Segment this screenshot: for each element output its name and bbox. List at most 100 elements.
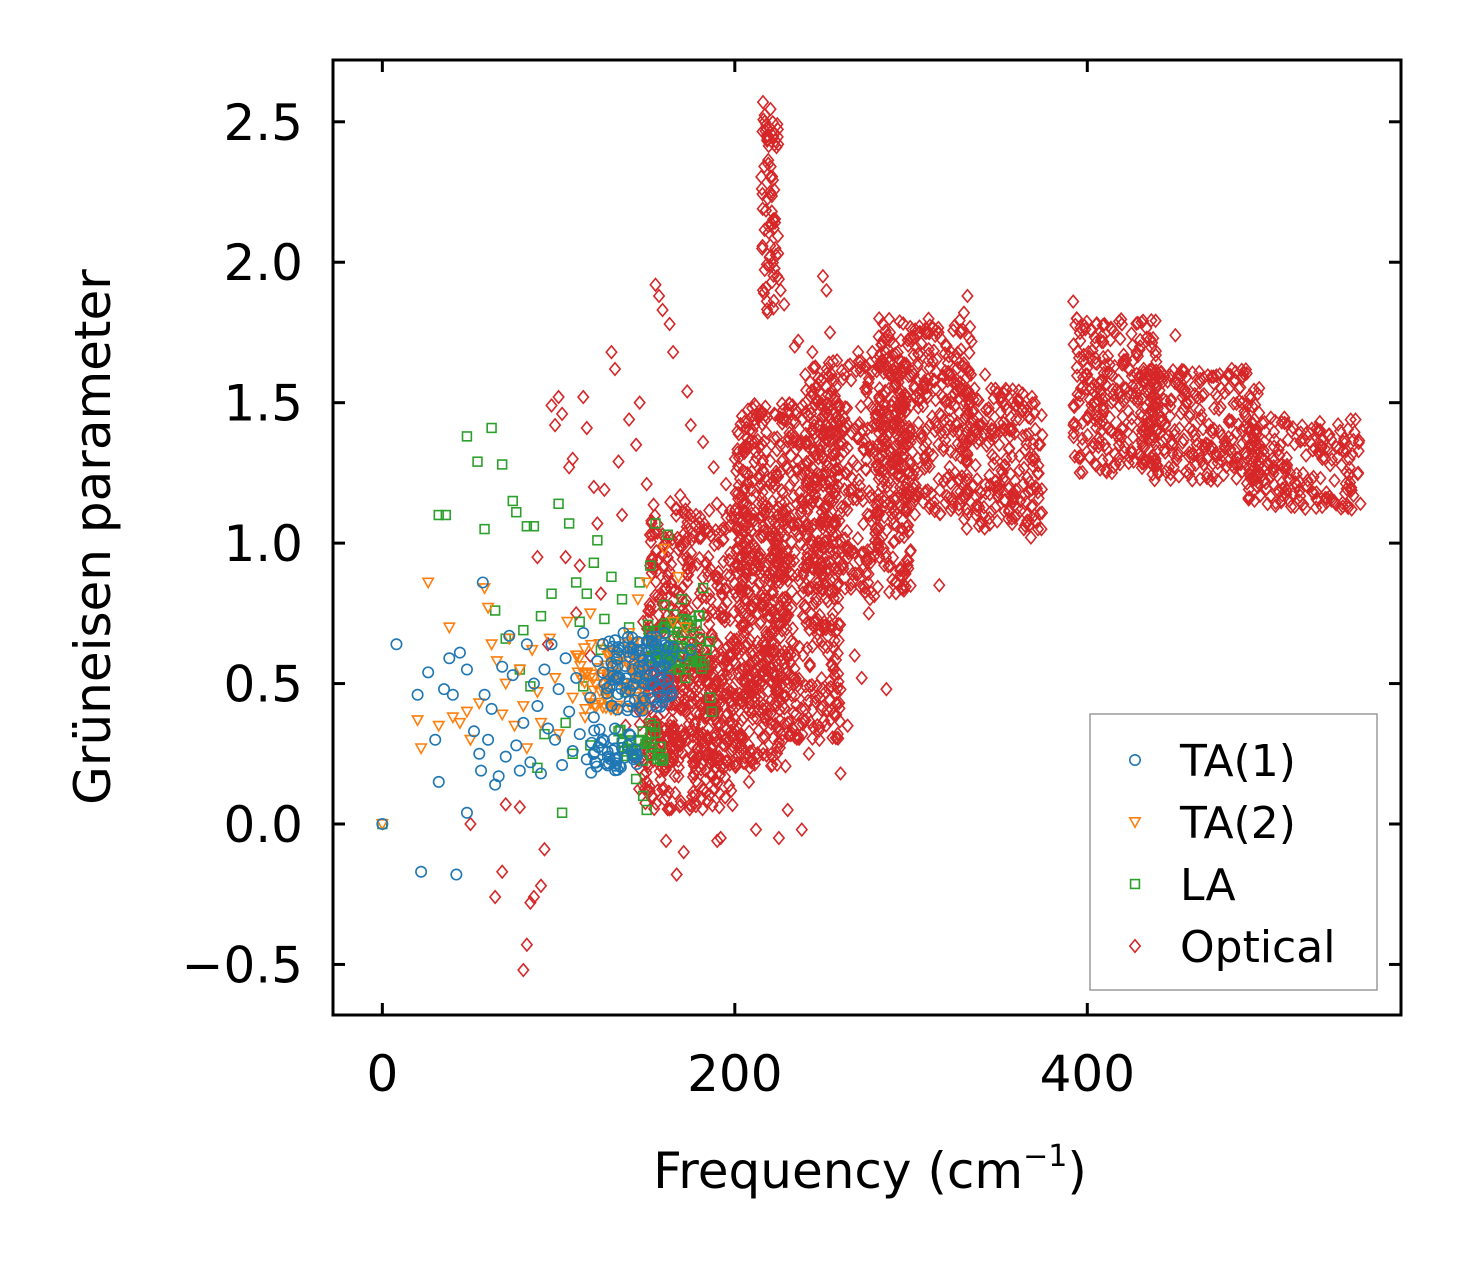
- point-optical: [844, 581, 858, 597]
- point-optical: [1067, 425, 1080, 441]
- point-optical: [949, 447, 963, 463]
- point-la: [694, 610, 705, 622]
- point-ta-1: [580, 753, 593, 766]
- point-optical: [806, 730, 819, 746]
- point-optical: [643, 558, 657, 574]
- point-optical: [893, 314, 906, 329]
- point-optical: [1092, 439, 1105, 455]
- point-optical: [821, 408, 835, 424]
- point-optical: [897, 529, 911, 545]
- point-optical: [760, 424, 773, 440]
- point-optical: [1190, 389, 1203, 405]
- point-ta-1: [633, 649, 646, 662]
- point-la: [701, 644, 712, 656]
- point-optical: [772, 734, 786, 750]
- point-optical: [1193, 364, 1206, 380]
- point-optical: [835, 422, 848, 438]
- point-optical: [821, 400, 834, 416]
- point-optical: [1105, 424, 1118, 440]
- point-optical: [893, 568, 907, 584]
- point-optical: [760, 293, 774, 309]
- point-optical: [1288, 474, 1302, 490]
- point-optical: [683, 710, 697, 726]
- point-optical: [823, 673, 837, 689]
- point-optical: [823, 324, 837, 340]
- point-optical: [718, 737, 731, 753]
- point-optical: [748, 756, 762, 772]
- point-optical: [812, 573, 826, 589]
- point-optical: [995, 394, 1009, 410]
- point-optical: [728, 510, 742, 526]
- point-ta-1: [591, 655, 604, 668]
- point-optical: [1018, 399, 1031, 415]
- point-optical: [1008, 489, 1022, 505]
- point-optical: [797, 565, 810, 581]
- point-optical: [947, 322, 960, 338]
- point-optical: [800, 504, 814, 520]
- point-optical: [692, 530, 706, 546]
- point-optical: [911, 355, 925, 371]
- point-optical: [761, 567, 774, 583]
- point-optical: [658, 791, 671, 807]
- point-optical: [1003, 429, 1017, 445]
- point-optical: [930, 351, 944, 367]
- point-optical: [751, 495, 765, 511]
- point-ta-2: [569, 650, 583, 663]
- point-optical: [1286, 419, 1300, 435]
- point-optical: [764, 101, 777, 117]
- point-optical: [738, 505, 751, 521]
- point-optical: [893, 430, 906, 446]
- point-optical: [741, 465, 754, 481]
- point-optical: [918, 324, 932, 340]
- point-la: [697, 582, 709, 594]
- point-optical: [739, 504, 753, 520]
- point-optical: [696, 801, 709, 817]
- point-optical: [899, 579, 912, 595]
- point-optical: [678, 525, 691, 541]
- point-optical: [793, 528, 806, 544]
- point-optical: [850, 458, 864, 474]
- point-optical: [772, 830, 786, 846]
- point-optical: [1162, 459, 1176, 475]
- point-la: [588, 557, 600, 568]
- point-optical: [646, 560, 660, 576]
- point-optical: [987, 456, 1000, 472]
- point-optical: [873, 461, 886, 477]
- point-ta-1: [612, 688, 625, 701]
- point-optical: [811, 563, 825, 579]
- point-optical: [988, 425, 1002, 441]
- point-optical: [819, 499, 832, 515]
- point-optical: [1193, 471, 1207, 487]
- point-optical: [1030, 481, 1044, 497]
- point-optical: [768, 615, 782, 631]
- point-optical: [651, 516, 664, 532]
- point-optical: [762, 643, 775, 659]
- point-optical: [661, 550, 675, 566]
- point-ta-1: [619, 685, 632, 698]
- point-optical: [1097, 400, 1110, 416]
- point-optical: [1074, 448, 1087, 464]
- point-ta-1: [619, 672, 632, 685]
- point-optical: [743, 724, 756, 740]
- point-optical: [982, 400, 995, 416]
- point-optical: [1266, 451, 1279, 467]
- point-optical: [954, 324, 967, 340]
- point-optical: [1137, 453, 1151, 469]
- point-la: [489, 605, 501, 616]
- point-optical: [686, 621, 700, 637]
- point-optical: [873, 549, 886, 565]
- point-optical: [817, 499, 831, 515]
- point-optical: [1190, 437, 1203, 453]
- point-ta-1: [570, 671, 583, 684]
- point-ta-1: [545, 638, 558, 651]
- point-optical: [1273, 447, 1286, 463]
- point-optical: [1242, 482, 1256, 498]
- legend-entries: TA(1) TA(2) LA Optical: [1128, 736, 1335, 973]
- point-optical: [1248, 397, 1262, 413]
- point-la: [553, 498, 564, 510]
- point-optical: [737, 545, 751, 561]
- point-optical: [756, 741, 770, 757]
- point-optical: [765, 568, 779, 584]
- point-optical: [809, 381, 823, 397]
- point-optical: [776, 687, 789, 703]
